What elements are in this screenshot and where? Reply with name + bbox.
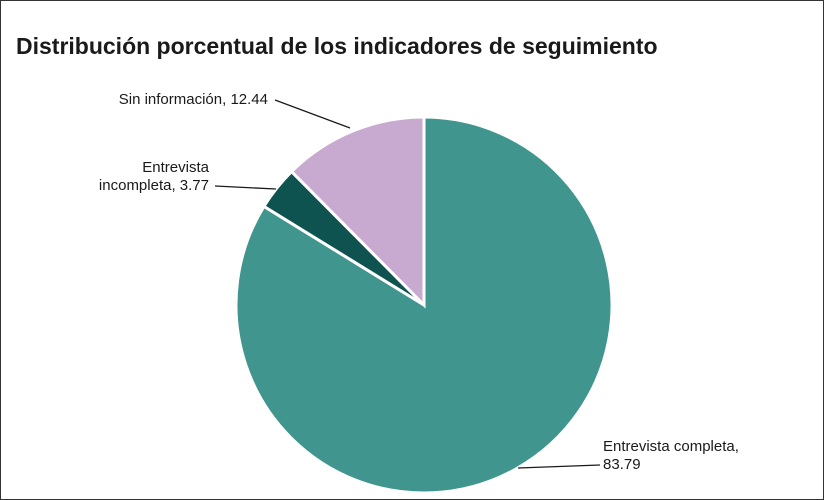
slice bbox=[289, 115, 426, 309]
leader-line bbox=[517, 464, 601, 469]
data-label-line: incompleta, 3.77 bbox=[99, 177, 209, 194]
leader-line bbox=[274, 99, 351, 129]
data-label-line: Sin información, 12.44 bbox=[119, 91, 268, 108]
data-label: Entrevista completa, 83.79 bbox=[603, 438, 739, 473]
data-label-line: 83.79 bbox=[603, 456, 641, 473]
leader-line bbox=[214, 185, 277, 190]
chart-title: Distribución porcentual de los indicador… bbox=[16, 33, 658, 59]
data-label: Sin información, 12.44 bbox=[119, 91, 268, 108]
data-label: Entrevista incompleta, 3.77 bbox=[99, 159, 210, 194]
data-label-line: Entrevista completa, bbox=[603, 438, 739, 455]
data-label-line: Entrevista bbox=[142, 159, 209, 176]
